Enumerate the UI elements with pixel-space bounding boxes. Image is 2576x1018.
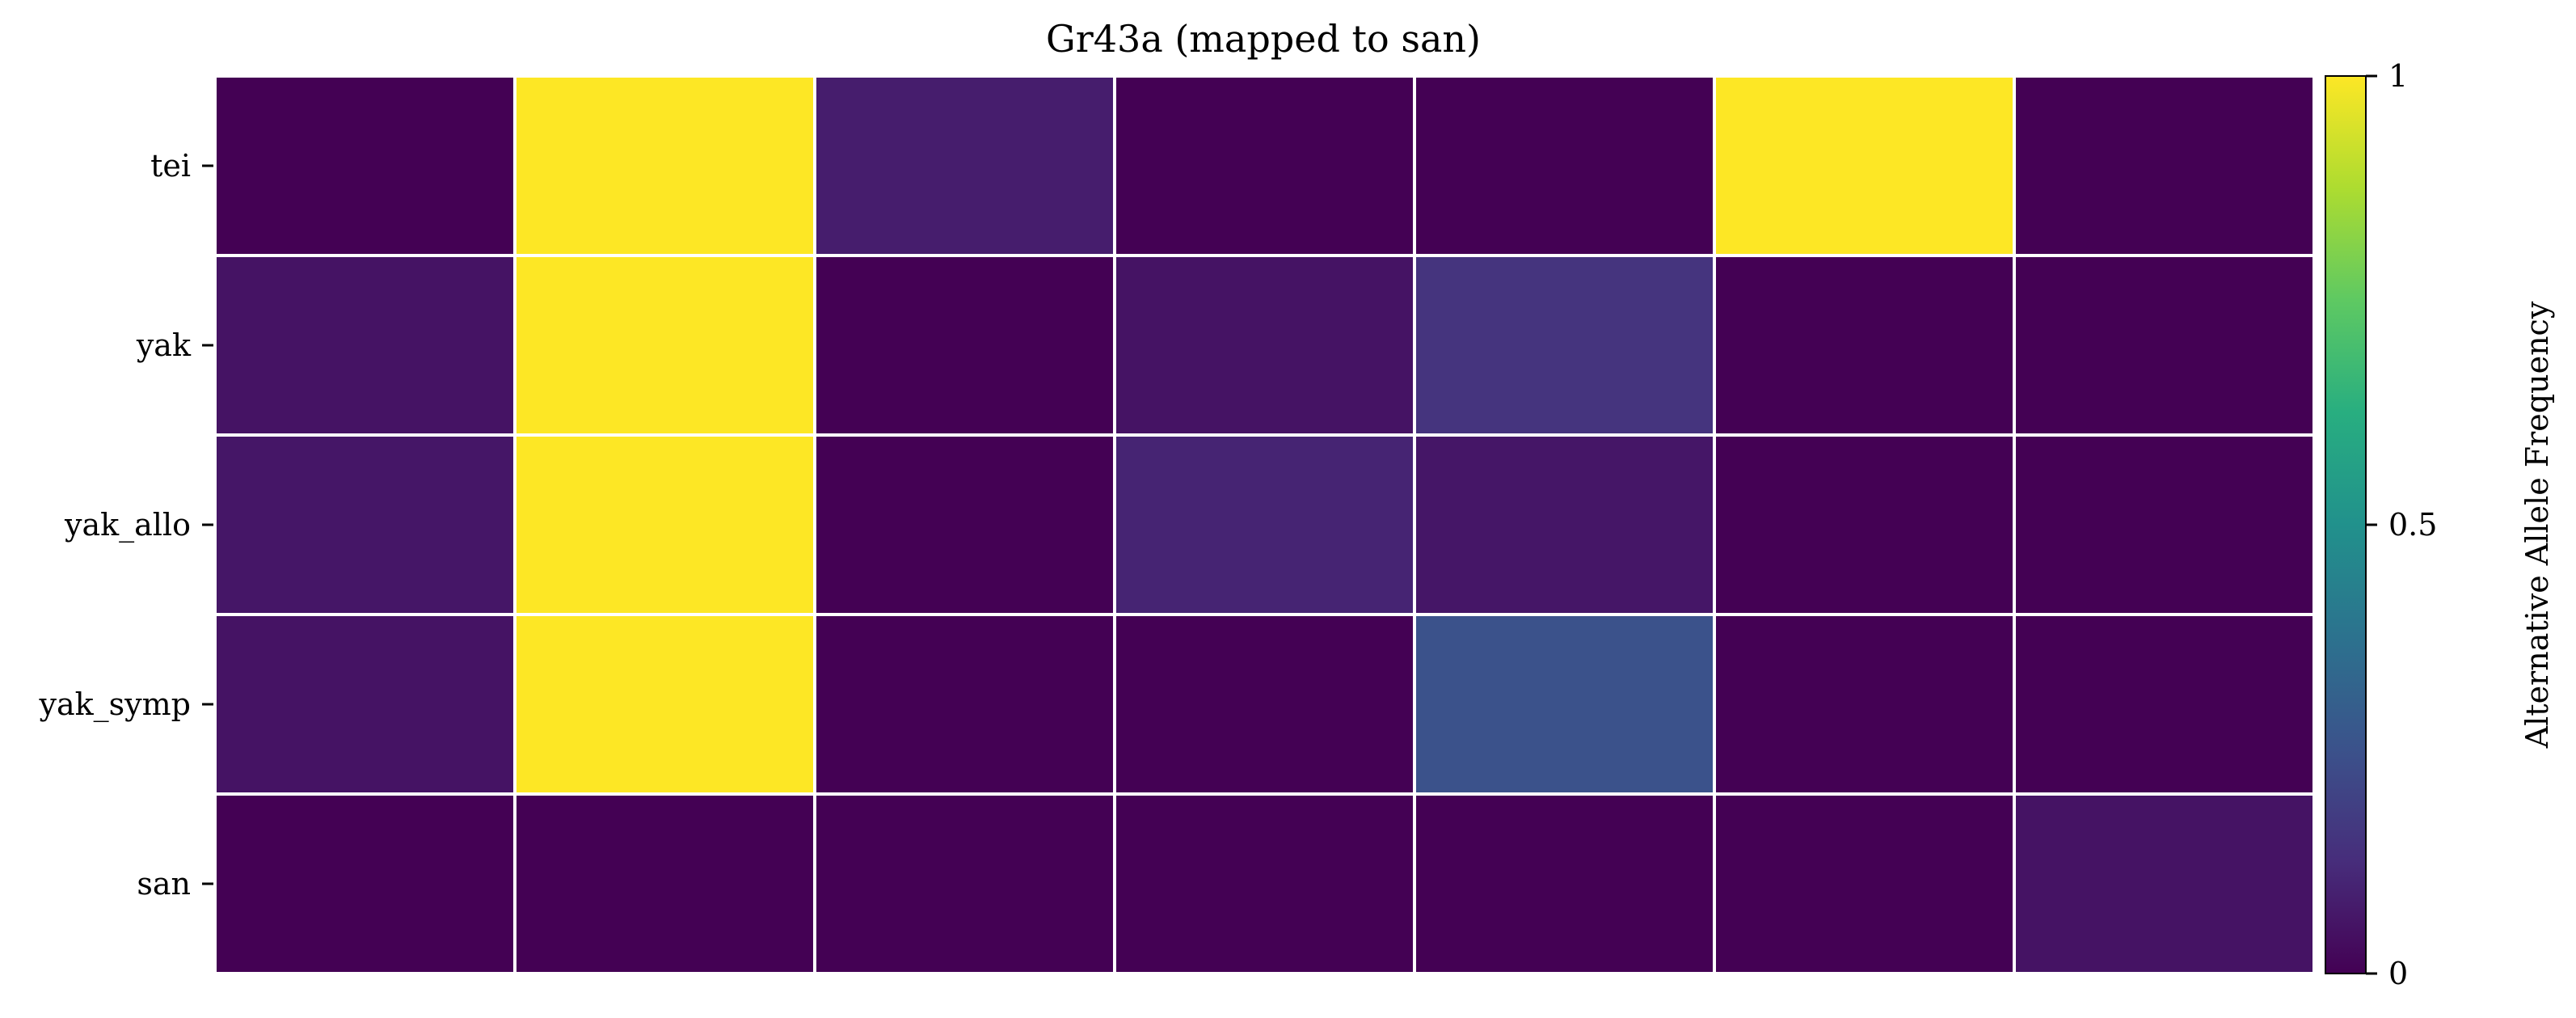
heatmap-cell xyxy=(513,433,816,616)
colorbar-tick-label: 1 xyxy=(2388,58,2408,94)
heatmap-cell xyxy=(1113,433,1416,616)
heatmap-cell xyxy=(513,74,816,257)
heatmap-cell xyxy=(213,74,516,257)
heatmap-cell xyxy=(1713,74,2016,257)
heatmap-cell xyxy=(1413,254,1716,437)
heatmap-cell xyxy=(813,433,1116,616)
heatmap-cell xyxy=(1713,613,2016,796)
heatmap-cell xyxy=(1113,254,1416,437)
heatmap-cell xyxy=(813,792,1116,975)
heatmap-cell xyxy=(1713,792,2016,975)
heatmap-cell xyxy=(2013,613,2316,796)
heatmap-cell xyxy=(213,792,516,975)
heatmap-cell xyxy=(1413,792,1716,975)
row-tick-label: yak_allo xyxy=(64,507,191,543)
heatmap-cell xyxy=(513,613,816,796)
heatmap-cell xyxy=(2013,254,2316,437)
heatmap-cell xyxy=(1113,792,1416,975)
row-tick-label: san xyxy=(137,866,191,902)
heatmap-cell xyxy=(213,433,516,616)
row-tick-label: yak xyxy=(136,327,192,363)
heatmap-cell xyxy=(2013,433,2316,616)
heatmap-cell xyxy=(1713,254,2016,437)
colorbar-gradient xyxy=(2325,75,2367,974)
heatmap-cell xyxy=(513,254,816,437)
heatmap-cell xyxy=(813,254,1116,437)
heatmap-cell xyxy=(1413,74,1716,257)
heatmap-cell xyxy=(1113,74,1416,257)
colorbar xyxy=(2325,75,2367,974)
heatmap-cell xyxy=(213,613,516,796)
heatmap-cell xyxy=(813,74,1116,257)
chart-title: Gr43a (mapped to san) xyxy=(1046,17,1481,61)
heatmap-cell xyxy=(2013,792,2316,975)
row-tick-label: yak_symp xyxy=(39,686,191,723)
colorbar-tick-label: 0.5 xyxy=(2388,507,2437,543)
heatmap-cell xyxy=(1713,433,2016,616)
row-tick-label: tei xyxy=(150,148,191,184)
colorbar-ticks: 00.51 xyxy=(2366,58,2437,991)
heatmap-cell xyxy=(1413,433,1716,616)
heatmap-cell xyxy=(213,254,516,437)
heatmap-cell xyxy=(813,613,1116,796)
heatmap-cell xyxy=(513,792,816,975)
heatmap-cells xyxy=(213,74,2316,975)
heatmap-cell xyxy=(1413,613,1716,796)
heatmap-cell xyxy=(2013,74,2316,257)
colorbar-label: Alternative Allele Frequency xyxy=(2519,301,2555,749)
colorbar-tick-label: 0 xyxy=(2388,956,2408,991)
heatmap-cell xyxy=(1113,613,1416,796)
